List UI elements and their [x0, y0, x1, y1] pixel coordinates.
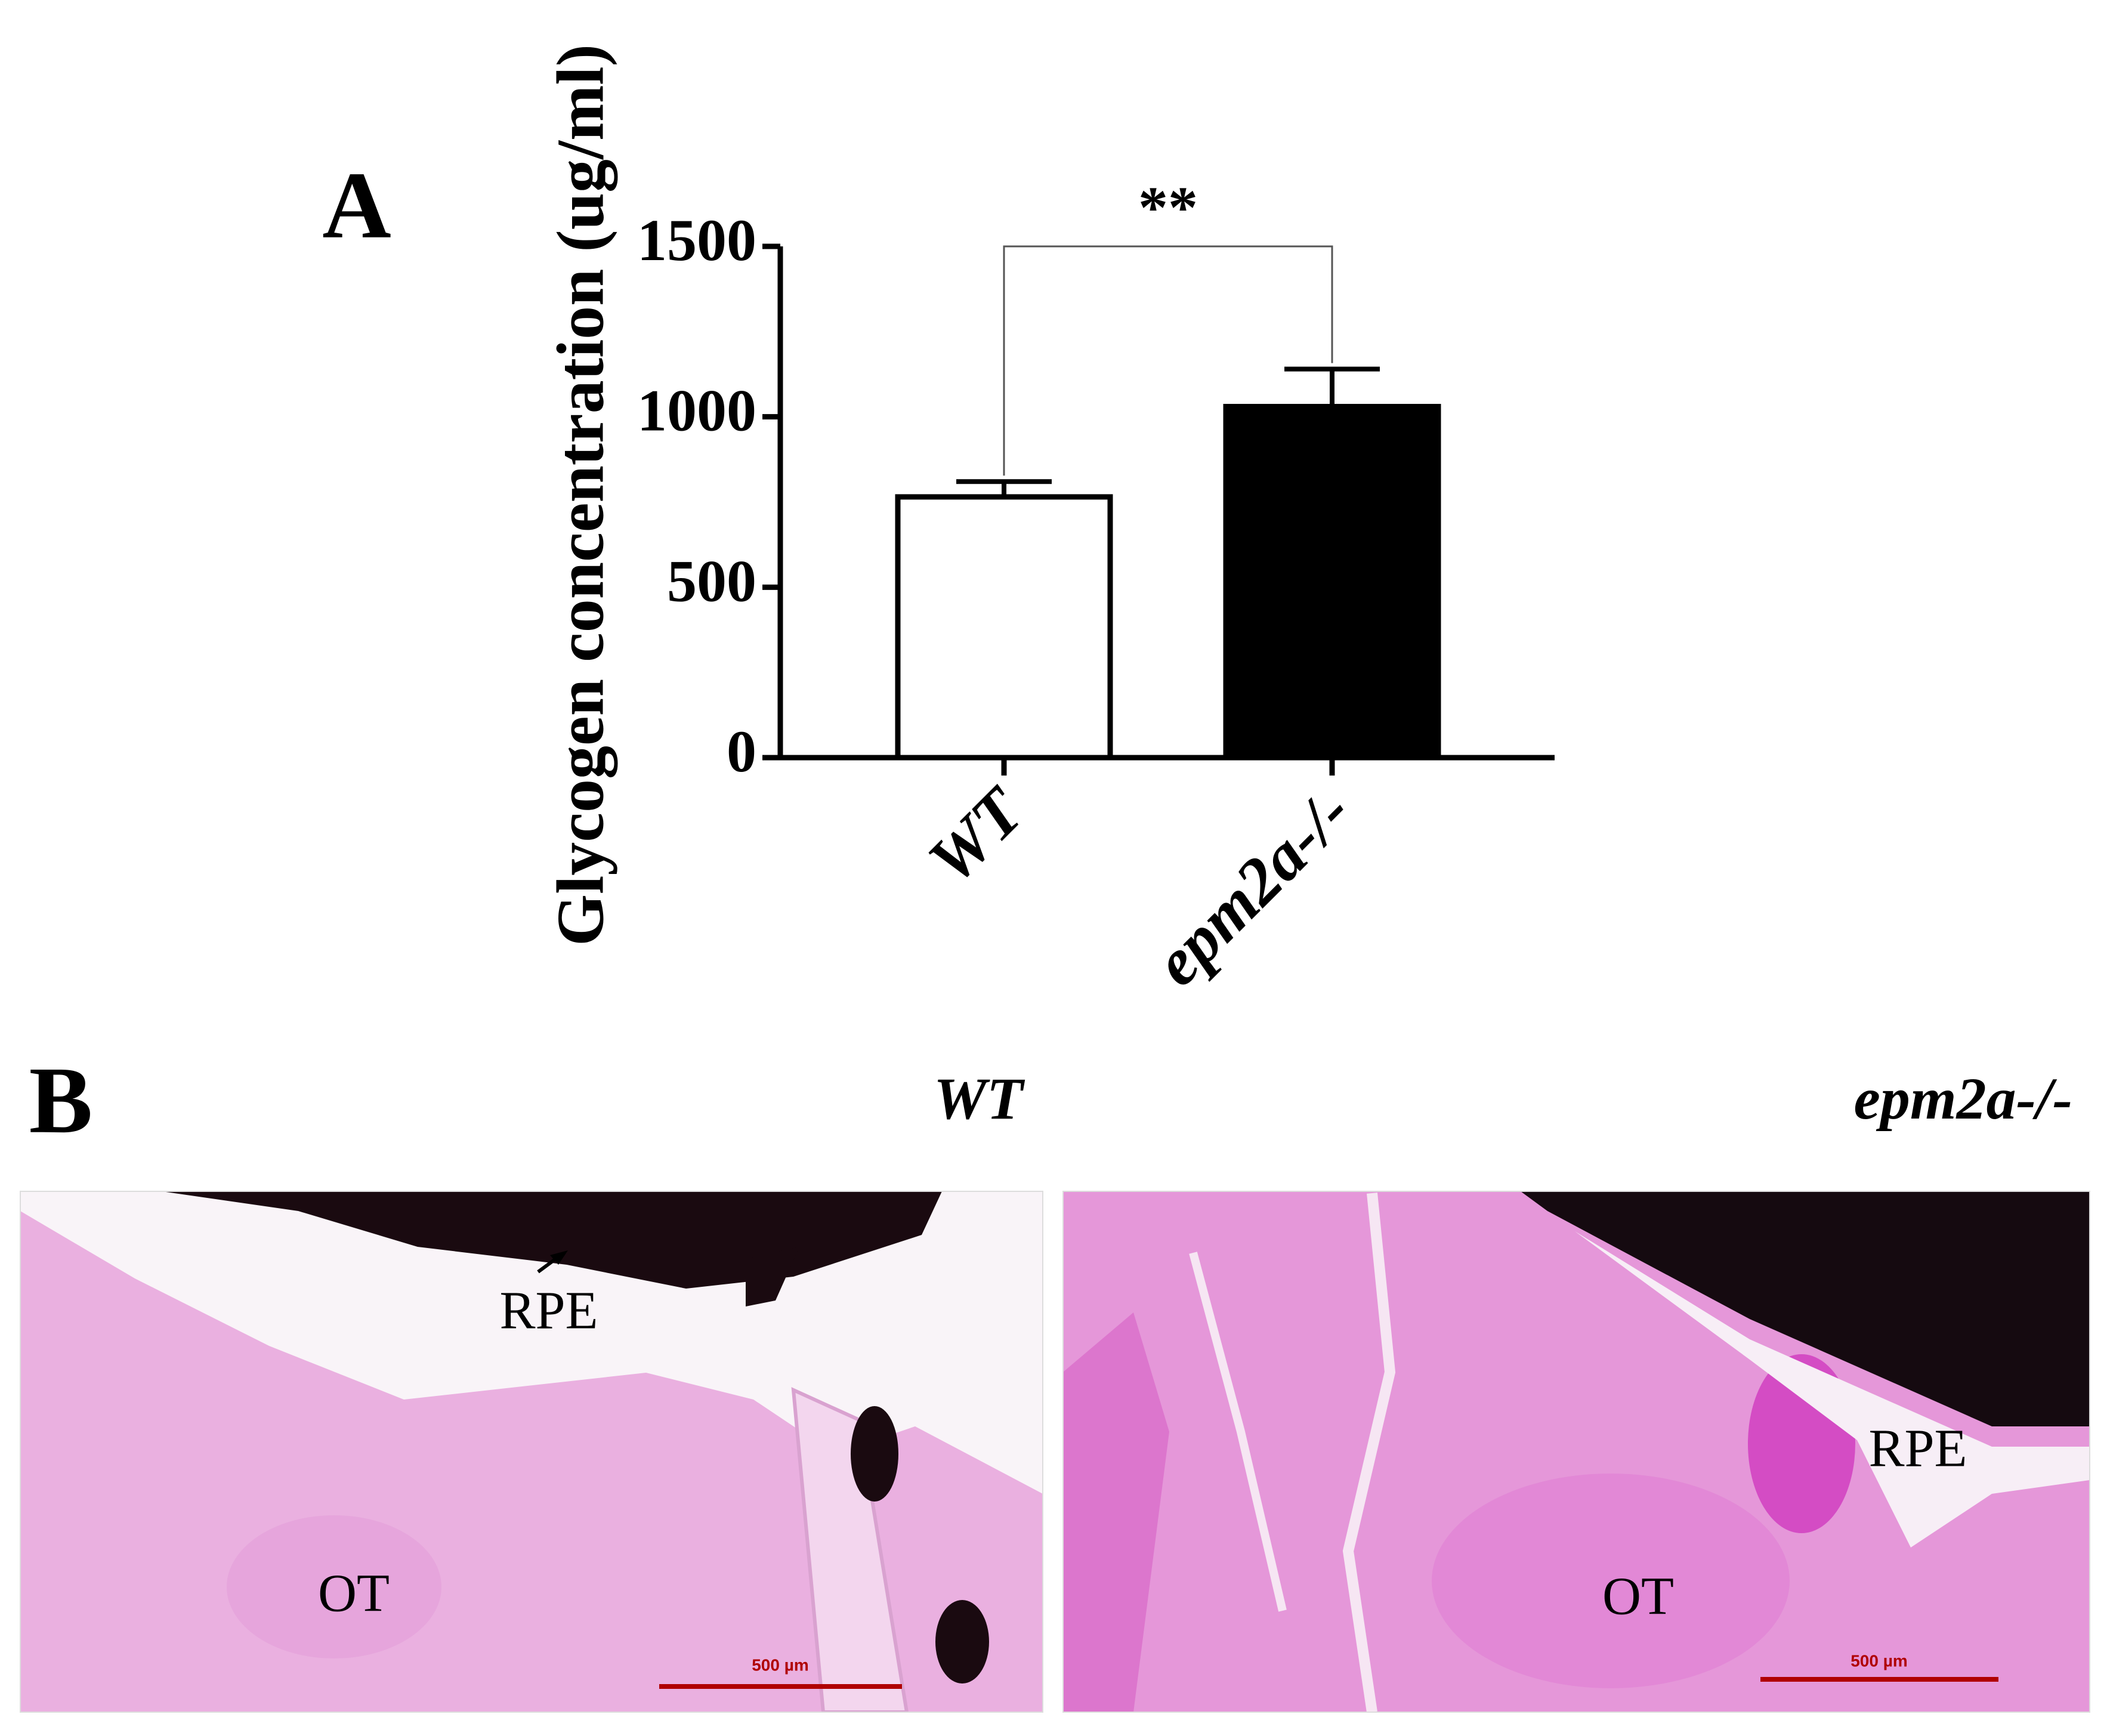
- x-tick-label: epm2a-/-: [1140, 774, 1366, 1000]
- significance-label: **: [1138, 174, 1198, 240]
- image-title: epm2a-/-: [1853, 1065, 2072, 1132]
- y-tick-label: 1000: [637, 378, 756, 444]
- bar: [895, 494, 1113, 761]
- significance-bracket: [1003, 245, 1333, 476]
- scale-bar-label: 500 µm: [752, 1655, 809, 1674]
- panel-label: B: [29, 1047, 93, 1153]
- image-annotation: RPE: [1868, 1419, 1967, 1478]
- y-axis-label: Glycogen concentration (ug/ml): [544, 44, 618, 946]
- image-annotation: OT: [318, 1564, 390, 1623]
- y-tick-label: 500: [667, 548, 756, 614]
- y-tick-label: 0: [727, 718, 756, 784]
- micrograph: [1063, 1191, 2090, 1712]
- image-annotation: OT: [1602, 1567, 1674, 1626]
- panel-label: A: [322, 152, 391, 258]
- y-tick-label: 1500: [637, 207, 756, 273]
- image-title: WT: [934, 1065, 1025, 1132]
- bar: [1223, 404, 1441, 761]
- micrograph: [20, 1191, 1043, 1712]
- x-tick-label: WT: [914, 773, 1039, 898]
- image-annotation: RPE: [499, 1281, 598, 1340]
- scale-bar-label: 500 µm: [1851, 1651, 1908, 1670]
